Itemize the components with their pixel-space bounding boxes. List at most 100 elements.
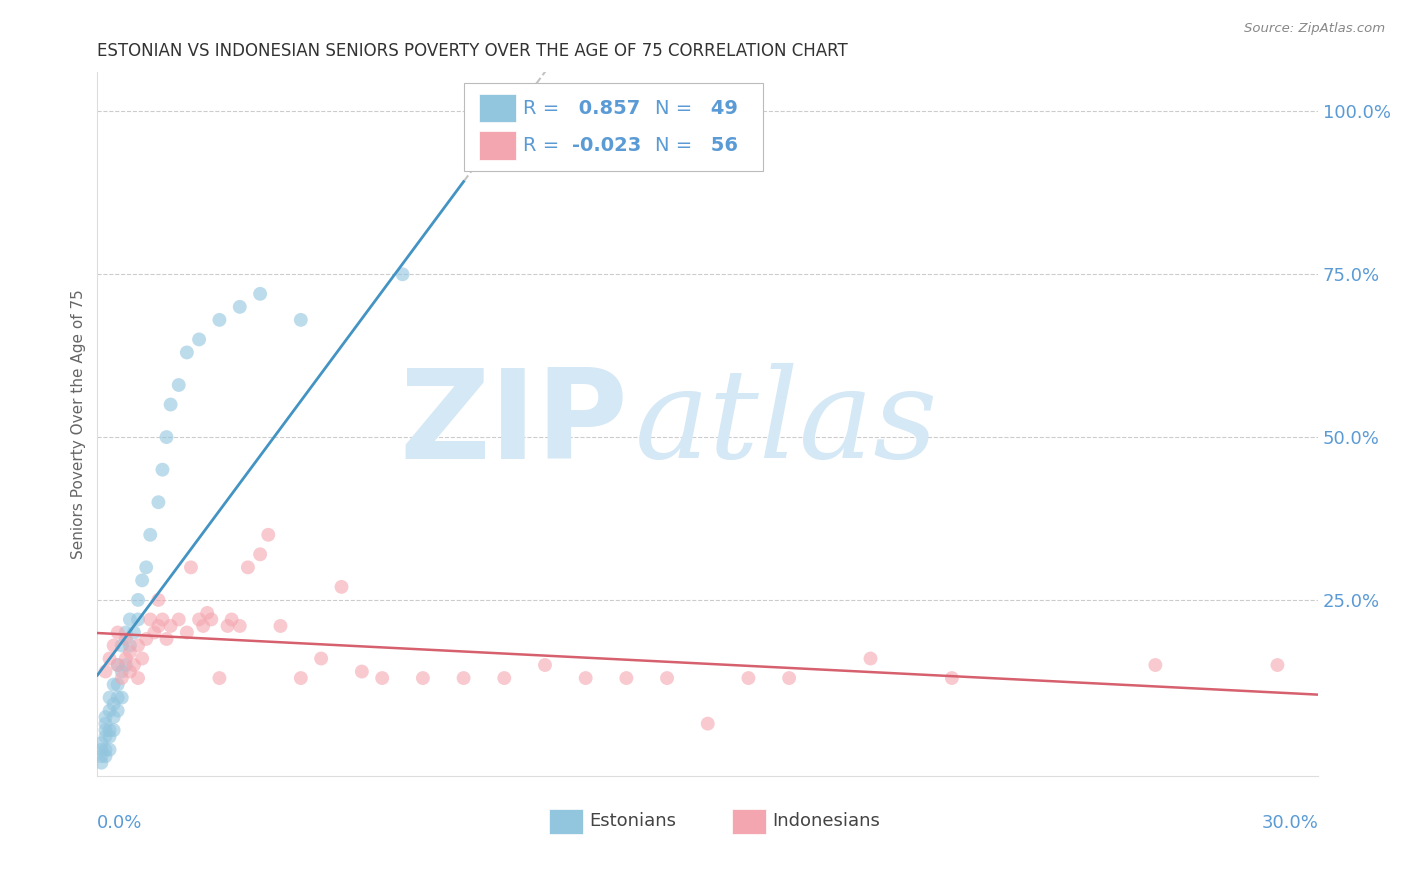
Text: Source: ZipAtlas.com: Source: ZipAtlas.com <box>1244 22 1385 36</box>
Point <box>131 651 153 665</box>
Point <box>127 639 149 653</box>
Point <box>90 736 112 750</box>
Y-axis label: Seniors Poverty Over the Age of 75: Seniors Poverty Over the Age of 75 <box>72 289 86 559</box>
Point <box>191 619 214 633</box>
Point <box>200 612 222 626</box>
Point <box>180 560 202 574</box>
Text: ESTONIAN VS INDONESIAN SENIORS POVERTY OVER THE AGE OF 75 CORRELATION CHART: ESTONIAN VS INDONESIAN SENIORS POVERTY O… <box>97 42 848 60</box>
Point <box>453 671 475 685</box>
Point <box>103 697 125 711</box>
Point <box>111 671 134 685</box>
Point <box>188 612 211 626</box>
Text: R =: R = <box>523 99 560 118</box>
Point <box>290 671 312 685</box>
Point <box>107 658 129 673</box>
Point <box>111 690 134 705</box>
FancyBboxPatch shape <box>479 131 516 160</box>
Point <box>159 398 181 412</box>
Point <box>90 742 112 756</box>
Text: 0.857: 0.857 <box>572 99 641 118</box>
Point <box>127 671 149 685</box>
Point <box>103 723 125 738</box>
Text: ZIP: ZIP <box>399 364 628 484</box>
Point <box>143 625 166 640</box>
Point <box>94 710 117 724</box>
Text: R =: R = <box>523 136 560 155</box>
Point <box>249 547 271 561</box>
FancyBboxPatch shape <box>733 809 766 834</box>
Point <box>107 690 129 705</box>
Point <box>737 671 759 685</box>
Point <box>98 742 121 756</box>
Point <box>534 658 557 673</box>
Text: 49: 49 <box>704 99 738 118</box>
Point <box>98 730 121 744</box>
Point <box>371 671 394 685</box>
Point <box>90 756 112 770</box>
FancyBboxPatch shape <box>479 95 516 122</box>
Point <box>94 730 117 744</box>
Text: 0.0%: 0.0% <box>97 814 143 832</box>
Point <box>118 665 141 679</box>
Text: 30.0%: 30.0% <box>1261 814 1319 832</box>
Point <box>118 612 141 626</box>
Point <box>122 658 145 673</box>
Point <box>159 619 181 633</box>
FancyBboxPatch shape <box>548 809 583 834</box>
Point <box>94 742 117 756</box>
Point <box>94 716 117 731</box>
Point <box>118 645 141 659</box>
Point <box>696 716 718 731</box>
Point <box>155 430 177 444</box>
Point <box>152 612 174 626</box>
Point <box>941 671 963 685</box>
Point <box>127 612 149 626</box>
Point <box>155 632 177 646</box>
Point <box>269 619 291 633</box>
Point <box>111 665 134 679</box>
Point <box>494 671 516 685</box>
Point <box>118 639 141 653</box>
Point <box>221 612 243 626</box>
Point <box>103 710 125 724</box>
Point <box>131 574 153 588</box>
Point <box>350 665 373 679</box>
Point <box>167 378 190 392</box>
Text: 56: 56 <box>704 136 738 155</box>
Point <box>1267 658 1289 673</box>
Point <box>98 704 121 718</box>
Point <box>103 677 125 691</box>
Point <box>176 625 198 640</box>
Point <box>98 651 121 665</box>
Point <box>107 704 129 718</box>
Point <box>655 671 678 685</box>
Point <box>111 639 134 653</box>
Point <box>148 495 170 509</box>
Point <box>1144 658 1167 673</box>
Point <box>778 671 800 685</box>
Point <box>188 333 211 347</box>
Point <box>90 749 112 764</box>
Point <box>412 671 434 685</box>
Point <box>114 625 136 640</box>
Point <box>236 560 259 574</box>
Point <box>114 651 136 665</box>
Point <box>575 671 598 685</box>
Text: atlas: atlas <box>634 363 938 485</box>
Point <box>98 723 121 738</box>
Point <box>257 528 280 542</box>
Point <box>107 658 129 673</box>
Point <box>290 313 312 327</box>
Point <box>696 118 718 132</box>
Point <box>330 580 353 594</box>
Text: N =: N = <box>655 99 693 118</box>
Point <box>114 632 136 646</box>
Point <box>94 749 117 764</box>
Point <box>135 560 157 574</box>
Point <box>135 632 157 646</box>
Point <box>103 639 125 653</box>
Point <box>391 268 413 282</box>
Point <box>217 619 239 633</box>
Point <box>859 651 882 665</box>
Point <box>148 619 170 633</box>
